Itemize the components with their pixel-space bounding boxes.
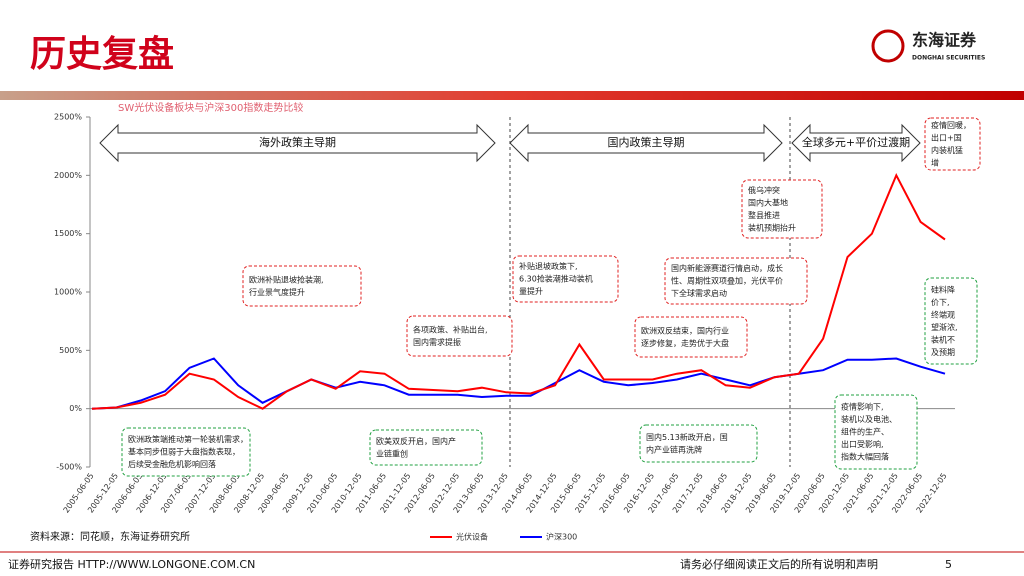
- period-arrow: [791, 123, 921, 163]
- callout-text: 疫情回暖，: [931, 120, 971, 130]
- callout-box: [406, 315, 513, 357]
- callout-text: 国内5.13新政开启，国: [646, 432, 728, 442]
- callout-box: [664, 257, 808, 305]
- slide-title: 历史复盘: [30, 33, 174, 75]
- callout-text: 欧洲补贴退坡抢装潮,: [249, 274, 324, 284]
- legend-label: 光伏设备: [456, 532, 488, 542]
- callout-box: [242, 265, 362, 307]
- callout-text: 俄乌冲突: [748, 185, 780, 195]
- callout-text: 硅料降: [931, 284, 955, 294]
- callout-text: 出口+国: [931, 132, 962, 142]
- y-tick-label: -500%: [56, 463, 82, 472]
- period-label: 全球多元+平价过渡期: [802, 135, 910, 149]
- callout-text: 业链重创: [376, 448, 408, 458]
- callout-box: [639, 424, 758, 463]
- callout-text: 装机不: [931, 334, 955, 344]
- callout-text: 逐步修复，走势优于大盘: [641, 338, 729, 348]
- callout-text: 欧洲双反结束，国内行业: [641, 325, 729, 335]
- callout-text: 装机预期抬升: [748, 222, 796, 232]
- logo: 东海证券 DONGHAI SECURITIES: [871, 29, 985, 63]
- callout-text: 指数大幅回落: [841, 452, 889, 462]
- callout-text: 望渐浓,: [931, 322, 958, 332]
- callout-text: 补贴退坡政策下,: [519, 261, 578, 271]
- callout-box: [512, 255, 619, 303]
- callout-text: 基本同步但弱于大盘指数表现，: [128, 447, 240, 457]
- callout-text: 及预期: [931, 347, 955, 357]
- callout-text: 出口受影响,: [841, 439, 884, 449]
- y-tick-label: 1500%: [54, 229, 82, 238]
- page-number: 5: [945, 558, 952, 571]
- footer-left: 证券研究报告 HTTP://WWW.LONGONE.COM.CN: [8, 557, 255, 571]
- callout-box: [924, 117, 981, 171]
- callout-text: 内装机猛: [931, 145, 963, 155]
- callout-text: 欧美双反开启，国内产: [376, 436, 456, 446]
- callout-box: [834, 394, 918, 470]
- callout-text: 欧洲政策端推动第一轮装机需求，: [128, 434, 248, 444]
- callout-text: 6.30抢装潮推动装机: [519, 274, 593, 284]
- callout-text: 终端观: [931, 309, 955, 319]
- callout-box: [121, 427, 251, 477]
- footer-right: 请务必仔细阅读正文后的所有说明和声明: [680, 557, 878, 571]
- callout-text: 疫情影响下,: [841, 402, 884, 412]
- series-line: [91, 357, 946, 410]
- y-tick-label: 2000%: [54, 171, 82, 180]
- source: 资料来源：同花顺，东海证券研究所: [30, 530, 190, 543]
- legend-label: 沪深300: [546, 532, 577, 542]
- y-tick-label: 0%: [69, 404, 82, 413]
- period-label: 国内政策主导期: [608, 135, 685, 149]
- header-bar: [0, 91, 1024, 100]
- callout-text: 国内新能源赛道行情启动，成长: [671, 263, 783, 273]
- y-tick-label: 1000%: [54, 288, 82, 297]
- callout-text: 下全球需求启动: [671, 288, 727, 298]
- callout-text: 量提升: [519, 286, 543, 296]
- y-tick-label: 2500%: [54, 113, 82, 122]
- period-arrow: [509, 123, 783, 163]
- callout-text: 整县推进: [748, 210, 780, 220]
- callout-text: 各项政策、补贴出台,: [413, 324, 488, 334]
- callout-box: [634, 316, 748, 358]
- period-label: 海外政策主导期: [259, 135, 336, 149]
- callout-box: [369, 429, 483, 466]
- callout-box: [741, 179, 823, 239]
- callout-text: 装机以及电池、: [841, 414, 897, 424]
- callout-text: 组件的生产、: [841, 427, 889, 437]
- callout-text: 内产业链再洗牌: [646, 444, 702, 454]
- callout-text: 价下,: [931, 298, 950, 307]
- y-tick-label: 500%: [59, 346, 82, 355]
- callout-box: [924, 277, 978, 365]
- series-line: [91, 172, 946, 410]
- logo-en: DONGHAI SECURITIES: [912, 55, 985, 62]
- period-arrow: [99, 123, 496, 163]
- callout-text: 国内大基地: [748, 197, 788, 207]
- logo-mark: [871, 29, 905, 63]
- callout-text: 性、周期性双项叠加，光伏平价: [671, 276, 783, 286]
- callout-text: 行业景气度提升: [249, 287, 305, 297]
- callout-text: 国内需求提振: [413, 337, 461, 347]
- callout-text: 增: [931, 157, 939, 167]
- callout-text: 后续受金融危机影响回落: [128, 459, 216, 469]
- logo-cn: 东海证券: [912, 31, 977, 50]
- chart-title: SW光伏设备板块与沪深300指数走势比较: [118, 101, 303, 114]
